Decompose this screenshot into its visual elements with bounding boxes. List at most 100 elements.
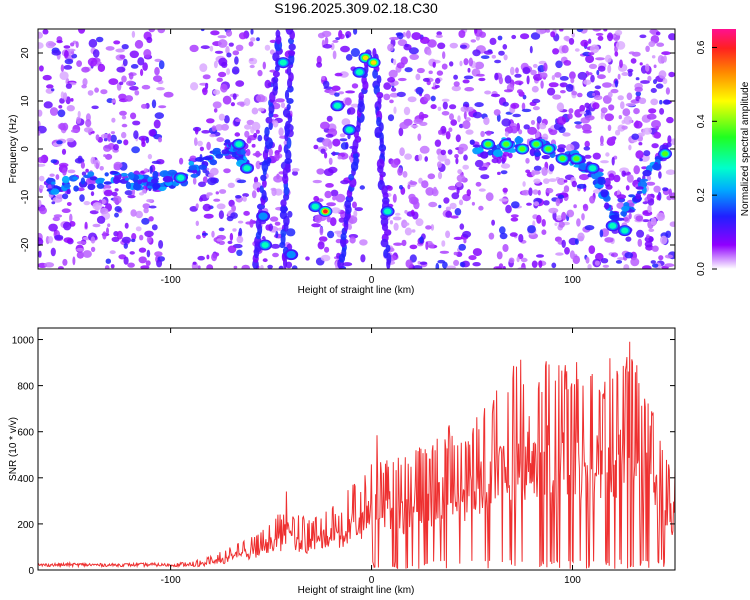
spectrogram-ridge-blob	[594, 171, 604, 177]
spectrogram-blob	[208, 173, 215, 178]
spectrogram-blob	[131, 30, 136, 38]
spectrogram-blob	[575, 124, 583, 129]
spectrogram-blob	[211, 253, 218, 262]
spectrogram-blob	[660, 235, 668, 245]
spectrogram-blob	[106, 98, 114, 104]
spectrogram-ridge-blob	[110, 171, 119, 175]
spectrogram-blob	[324, 246, 330, 253]
spectrogram-blob	[639, 62, 643, 66]
spectrogram-blob	[198, 181, 206, 188]
spectrogram-blob	[154, 58, 162, 63]
spectrogram-ridge-blob	[557, 147, 565, 153]
spectrogram-blob	[151, 99, 157, 109]
spectrogram-blob	[604, 54, 612, 63]
spectrogram-ridge-blob	[209, 159, 218, 166]
spectrogram-blob	[467, 67, 471, 73]
spectrogram-blob	[474, 159, 484, 168]
spectrogram-blob	[332, 39, 339, 43]
spectrogram-blob	[653, 79, 657, 85]
spectrogram-blob	[409, 53, 420, 61]
spectrogram-blob	[419, 121, 428, 126]
spectrogram-streak-blob	[285, 29, 294, 35]
spectrogram-blob	[199, 146, 204, 152]
spectrogram-blob	[462, 230, 472, 238]
spectrogram-streak-blob	[259, 185, 264, 194]
spectrogram-blob	[555, 60, 563, 69]
spectrogram-x-label: Height of straight line (km)	[298, 285, 415, 296]
spectrogram-blob	[600, 135, 604, 145]
spectrogram-blob	[665, 230, 672, 238]
spectrogram-blob	[146, 199, 153, 203]
spectrogram-blob	[141, 103, 148, 109]
spectrogram-blob	[205, 82, 209, 90]
spectrogram-streak-blob	[280, 199, 287, 207]
spectrogram-ridge-blob	[651, 163, 661, 171]
spectrogram-blob	[510, 214, 519, 218]
spectrogram-blob	[189, 44, 199, 53]
spectrogram-streak-blob	[286, 103, 291, 111]
spectrogram-blob	[243, 210, 250, 216]
spectrogram-blob	[58, 105, 63, 109]
spectrogram-blob	[347, 107, 356, 115]
spectrogram-blob	[490, 93, 501, 98]
spectrogram-blob	[234, 132, 241, 137]
spectrogram-blob	[552, 48, 560, 55]
spectrogram-blob	[141, 188, 147, 194]
spectrogram-blob	[670, 138, 675, 145]
spectrogram-blob	[218, 113, 225, 121]
spectrogram-blob	[142, 203, 151, 210]
spectrogram-blob	[344, 97, 352, 106]
spectrogram-streak-blob	[377, 165, 384, 174]
spectrogram-blob	[592, 92, 596, 97]
spectrogram-blob	[565, 143, 575, 152]
spectrogram-hot-spot	[621, 227, 629, 234]
spectrogram-blob	[58, 162, 69, 168]
spectrogram-blob	[251, 107, 259, 115]
spectrogram-blob	[76, 60, 82, 67]
spectrogram-blob	[571, 32, 575, 38]
spectrogram-blob	[642, 219, 650, 223]
spectrogram-blob	[408, 193, 416, 201]
spectrogram-blob	[338, 91, 345, 95]
spectrogram-blob	[630, 257, 640, 267]
spectrogram-ridge-blob	[61, 175, 70, 184]
spectrogram-blob	[404, 67, 413, 73]
spectrogram-blob	[665, 169, 675, 175]
spectrogram-blob	[607, 136, 616, 143]
spectrogram-blob	[149, 165, 153, 174]
spectrogram-blob	[633, 165, 640, 175]
spectrogram-streak-blob	[288, 43, 296, 51]
spectrogram-blob	[383, 82, 392, 90]
spectrogram-blob	[472, 111, 482, 119]
spectrogram-blob	[51, 49, 62, 56]
spectrogram-blob	[83, 127, 94, 133]
spectrogram-blob	[320, 254, 331, 262]
spectrogram-blob	[451, 192, 460, 200]
spectrogram-blob	[576, 183, 587, 189]
spectrogram-blob	[269, 216, 279, 222]
spectrogram-blob	[455, 181, 463, 188]
spectrogram-blob	[397, 167, 403, 176]
spectrogram-blob	[403, 44, 412, 51]
spectrogram-blob	[659, 108, 665, 115]
spectrogram-blob	[636, 229, 645, 238]
spectrogram-blob	[569, 250, 575, 260]
spectrogram-blob	[393, 59, 397, 66]
spectrogram-blob	[438, 204, 442, 209]
spectrogram-blob	[572, 255, 580, 264]
spectrogram-blob	[340, 45, 350, 53]
spectrogram-blob	[316, 55, 322, 65]
spectrogram-blob	[127, 262, 135, 268]
spectrogram-blob	[667, 135, 672, 144]
spectrogram-blob	[272, 252, 279, 258]
spectrogram-blob	[565, 83, 574, 92]
spectrogram-blob	[232, 228, 237, 232]
spectrogram-streak-blob	[262, 179, 267, 188]
spectrogram-hot-spot	[384, 208, 392, 215]
spectrogram-blob	[530, 32, 541, 40]
spectrogram-blob	[151, 224, 158, 231]
spectrogram-blob	[110, 264, 115, 269]
spectrogram-blob	[154, 251, 163, 257]
spectrogram-ridge-blob	[231, 151, 237, 158]
spectrogram-blob	[474, 102, 484, 108]
